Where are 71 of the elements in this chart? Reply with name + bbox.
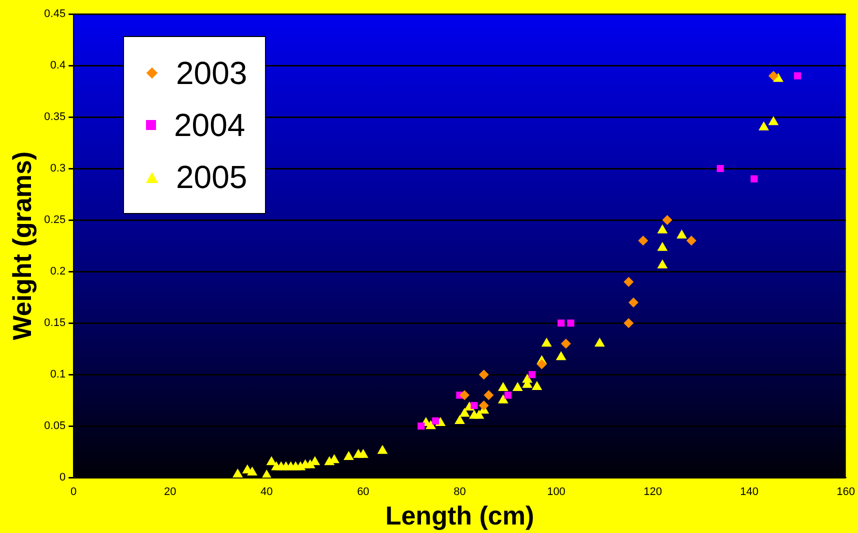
point (628, 297, 638, 308)
point (474, 410, 484, 419)
point (657, 259, 668, 268)
y-tick-label: 0.05 (44, 420, 66, 432)
y-axis-title: Weight (grams) (6, 151, 37, 340)
point (768, 70, 778, 81)
point (558, 320, 565, 327)
point (478, 400, 489, 410)
point (624, 276, 634, 287)
x-tick-label: 140 (740, 486, 758, 498)
point (536, 359, 547, 370)
point (432, 417, 440, 424)
point (662, 215, 672, 226)
y-tick-label: 0.15 (44, 317, 66, 330)
point (454, 414, 465, 424)
point (541, 338, 552, 347)
x-tick-label: 20 (164, 486, 176, 498)
x-tick-label: 0 (70, 486, 77, 498)
point (567, 320, 574, 327)
point (358, 448, 368, 458)
point (377, 444, 388, 454)
point (624, 318, 634, 328)
point (512, 382, 523, 391)
point (504, 392, 512, 399)
point (556, 351, 566, 360)
point (232, 468, 243, 478)
point (716, 165, 724, 172)
point (498, 382, 508, 391)
point (459, 408, 470, 417)
y-tick-label: 0.2 (50, 266, 66, 278)
point (344, 450, 354, 460)
point (594, 338, 605, 347)
point (676, 230, 687, 238)
point (686, 236, 696, 246)
x-tick-label: 80 (454, 486, 466, 498)
y-tick-label: 0.25 (44, 214, 66, 226)
point (768, 116, 779, 126)
point (532, 380, 542, 390)
point (750, 175, 758, 182)
point (426, 420, 436, 430)
point (266, 456, 277, 466)
x-tick-label: 120 (644, 486, 662, 498)
y-tick-label: 0.1 (50, 368, 66, 381)
x-tick-label: 160 (836, 486, 856, 498)
x-tick-label: 60 (357, 486, 370, 498)
y-tick-label: 0.35 (44, 111, 66, 124)
legend-label: 2003 (176, 54, 248, 93)
legend-label: 2005 (176, 158, 248, 197)
point (484, 390, 494, 400)
point (522, 374, 532, 383)
point (470, 402, 478, 410)
y-tick-label: 0.3 (50, 162, 66, 175)
x-axis-title: Length (cm) (385, 500, 534, 531)
point (758, 121, 769, 130)
point (794, 72, 802, 80)
point (498, 394, 508, 404)
point (657, 242, 668, 251)
point (657, 224, 668, 234)
point (460, 390, 470, 400)
point (638, 236, 648, 246)
point (528, 371, 536, 378)
y-tick-label: 0.45 (44, 8, 66, 20)
y-tick-label: 0 (59, 472, 66, 484)
point (478, 370, 489, 380)
point (246, 466, 258, 476)
x-tick-label: 100 (547, 486, 566, 498)
point (560, 338, 571, 349)
point (418, 422, 425, 430)
y-tick-label: 0.4 (50, 60, 66, 72)
legend-label: 2004 (174, 106, 246, 145)
x-tick-label: 40 (260, 486, 273, 498)
